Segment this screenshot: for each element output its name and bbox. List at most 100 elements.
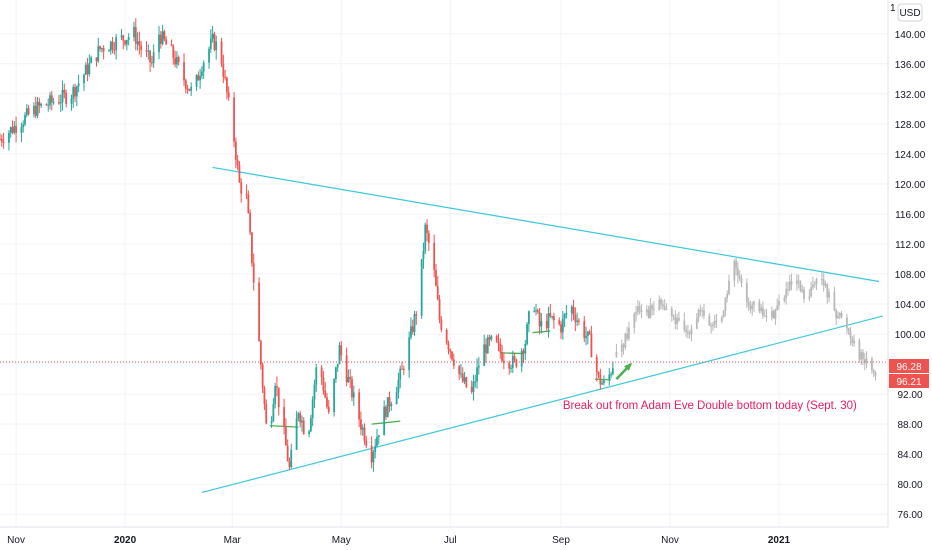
candle xyxy=(570,304,573,322)
candle xyxy=(477,357,480,375)
breakout-annotation[interactable]: Break out from Adam Eve Double bottom to… xyxy=(563,400,857,412)
candle-body xyxy=(822,279,825,286)
projection-candle xyxy=(749,300,752,314)
candle xyxy=(0,133,1,141)
candle xyxy=(370,436,373,469)
y-tick-label: 136.00 xyxy=(895,60,926,71)
candle xyxy=(561,310,564,340)
price-axis[interactable]: 76.0080.0084.0088.0092.0096.00100.00104.… xyxy=(887,0,932,527)
candle-body xyxy=(463,377,466,382)
candle-body xyxy=(697,310,700,319)
candle-body xyxy=(408,337,411,371)
candle xyxy=(283,398,285,435)
candle-body xyxy=(299,413,302,423)
candle-body xyxy=(340,345,343,356)
projection-candle xyxy=(871,356,873,374)
candle-body xyxy=(410,326,412,338)
candle-body xyxy=(447,343,450,350)
candle xyxy=(420,259,423,319)
candle-body xyxy=(177,57,180,63)
projection-candle xyxy=(635,305,637,322)
trendlines[interactable] xyxy=(201,166,883,494)
candle-body xyxy=(440,319,443,330)
candle xyxy=(535,303,537,316)
candle-body xyxy=(749,305,752,310)
top-cut-label: 1 xyxy=(890,3,896,14)
y-tick-label: 76.00 xyxy=(897,510,922,521)
candle xyxy=(186,84,189,95)
candle xyxy=(345,347,348,387)
candle-body xyxy=(397,379,400,392)
candle-body xyxy=(170,44,173,46)
candle-body xyxy=(138,41,141,46)
currency-badge[interactable] xyxy=(897,3,923,22)
projection-candle xyxy=(788,274,791,292)
candle-body xyxy=(150,62,153,64)
candle xyxy=(302,417,305,435)
candle xyxy=(440,315,443,333)
candle-body xyxy=(309,418,312,432)
candle-body xyxy=(240,182,243,194)
candle xyxy=(11,120,14,135)
candle-body xyxy=(760,307,763,312)
candle xyxy=(315,363,318,393)
candle-body xyxy=(638,306,641,311)
candle xyxy=(388,391,391,413)
candle-body xyxy=(772,311,775,319)
candle xyxy=(158,25,160,60)
candle-body xyxy=(458,365,461,374)
candle-body xyxy=(477,365,480,368)
candle-body xyxy=(59,102,62,104)
candle-body xyxy=(763,315,766,317)
candle-body xyxy=(361,427,364,430)
candle xyxy=(211,25,214,43)
candle-body xyxy=(302,420,305,434)
candle-body xyxy=(635,312,637,315)
candle xyxy=(263,385,266,411)
candle-body xyxy=(663,306,666,310)
candle xyxy=(349,369,352,389)
candle xyxy=(115,33,118,60)
candle xyxy=(351,375,353,402)
level-markers[interactable] xyxy=(269,330,612,428)
candle-body xyxy=(611,368,614,375)
candle xyxy=(188,88,191,92)
candle xyxy=(224,69,227,81)
candle-body xyxy=(520,350,523,367)
candle-body xyxy=(363,427,366,441)
projection-candle xyxy=(710,322,713,334)
candle-body xyxy=(563,314,566,319)
candle-body xyxy=(538,312,541,327)
candle-body xyxy=(245,193,248,195)
candle-body xyxy=(601,383,604,385)
candle xyxy=(308,429,311,438)
projection-candle xyxy=(622,343,625,355)
projection-candle xyxy=(665,303,668,311)
candle-body xyxy=(376,437,378,446)
candle-body xyxy=(751,304,754,310)
currency-badge-label: USD xyxy=(899,8,920,19)
candle-body xyxy=(622,344,625,348)
projection-candle xyxy=(745,278,748,309)
candle xyxy=(363,423,366,445)
candle xyxy=(277,387,280,416)
candle-body xyxy=(274,385,277,405)
candle-body xyxy=(690,328,693,335)
candle xyxy=(113,41,116,55)
candle-body xyxy=(651,305,654,309)
candle-body xyxy=(427,233,430,243)
candle xyxy=(572,299,575,321)
projection-candle xyxy=(615,343,618,358)
candle xyxy=(133,21,135,42)
candle-body xyxy=(22,124,25,128)
time-axis[interactable]: Nov 2020 Mar May Jul Sep Nov 2021 xyxy=(0,526,932,550)
candle-body xyxy=(626,333,629,339)
candle xyxy=(50,90,53,111)
candle xyxy=(386,397,389,418)
candle-body xyxy=(647,309,650,318)
candle xyxy=(58,94,60,105)
x-tick-label: Mar xyxy=(224,535,242,546)
candle xyxy=(408,331,411,378)
candle xyxy=(226,76,228,100)
